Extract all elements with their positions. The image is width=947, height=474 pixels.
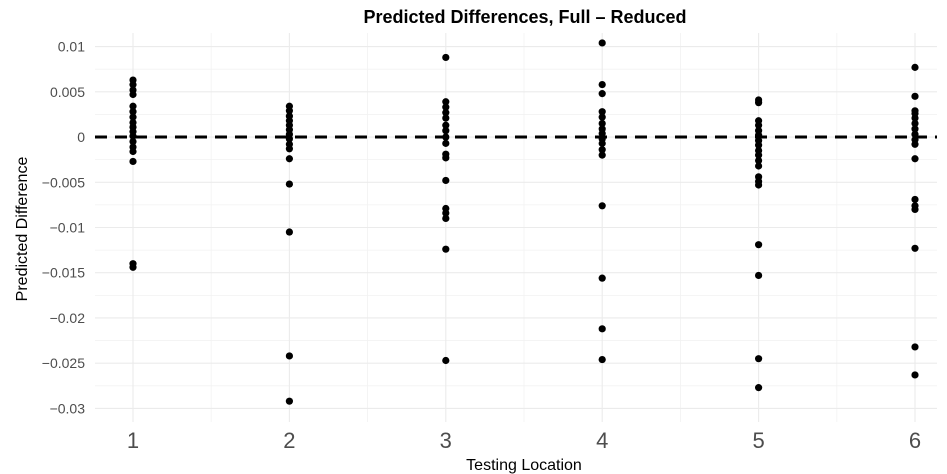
data-point xyxy=(442,109,450,117)
data-point xyxy=(442,98,450,106)
data-point xyxy=(129,132,137,140)
data-point xyxy=(755,121,763,129)
data-point xyxy=(911,155,919,163)
data-point xyxy=(755,271,763,280)
data-point xyxy=(129,108,137,116)
data-point xyxy=(755,181,763,189)
y-tick-label: 0.01 xyxy=(58,39,85,55)
data-point xyxy=(442,121,450,129)
data-point xyxy=(442,133,450,141)
data-point xyxy=(285,228,293,236)
data-point xyxy=(598,325,606,333)
data-point xyxy=(911,244,919,252)
x-axis-tick-labels: 1 2 3 4 5 6 xyxy=(127,428,921,453)
data-point xyxy=(598,39,606,47)
data-point xyxy=(911,140,919,148)
data-point xyxy=(285,107,293,115)
data-point xyxy=(285,180,293,188)
gridlines xyxy=(95,33,937,422)
data-point xyxy=(285,135,293,143)
x-tick-label: 5 xyxy=(752,428,764,453)
y-tick-label: −0.005 xyxy=(42,174,85,190)
data-point xyxy=(755,384,763,392)
data-point xyxy=(129,113,137,121)
x-axis-title: Testing Location xyxy=(466,457,582,474)
data-point xyxy=(129,80,137,89)
data-point xyxy=(598,274,606,282)
data-point xyxy=(442,214,450,223)
data-point xyxy=(442,139,450,147)
y-axis-title: Predicted Difference xyxy=(14,157,31,302)
data-point xyxy=(442,127,450,135)
data-point xyxy=(911,205,919,214)
y-axis-tick-labels: 0.01 0.005 0 −0.005 −0.01 −0.015 −0.02 −0.025 −0… xyxy=(42,39,85,417)
data-point xyxy=(598,113,606,121)
data-point xyxy=(755,241,763,249)
y-tick-label: −0.015 xyxy=(42,265,85,281)
data-point xyxy=(598,90,606,98)
data-point xyxy=(598,119,606,128)
data-point xyxy=(911,130,919,138)
data-point xyxy=(755,355,763,363)
y-tick-label: −0.01 xyxy=(50,220,86,236)
y-tick-label: −0.03 xyxy=(50,400,86,416)
chart-title: Predicted Differences, Full – Reduced xyxy=(363,7,686,27)
data-point xyxy=(755,156,763,165)
data-point xyxy=(598,139,606,147)
data-point xyxy=(442,154,450,162)
data-point xyxy=(442,53,450,62)
data-point xyxy=(755,151,763,159)
data-point xyxy=(911,125,919,133)
data-point xyxy=(911,63,919,71)
data-points xyxy=(129,39,919,405)
data-point xyxy=(129,102,137,110)
y-tick-label: 0 xyxy=(77,129,85,145)
data-point xyxy=(911,92,919,100)
y-tick-label: −0.025 xyxy=(42,355,85,371)
data-point xyxy=(442,114,450,122)
data-point xyxy=(442,176,450,185)
data-point xyxy=(755,131,763,139)
data-point xyxy=(598,355,606,364)
y-tick-label: 0.005 xyxy=(50,84,85,100)
data-point xyxy=(755,162,763,170)
data-point xyxy=(129,137,137,146)
data-point xyxy=(285,397,293,405)
x-tick-label: 4 xyxy=(596,428,608,453)
data-point xyxy=(755,99,763,107)
data-point xyxy=(129,157,137,166)
data-point xyxy=(911,114,919,122)
data-point xyxy=(129,90,137,99)
data-point xyxy=(598,146,606,154)
x-tick-label: 3 xyxy=(440,428,452,453)
data-point xyxy=(598,202,606,210)
data-point xyxy=(598,108,606,116)
data-point xyxy=(598,80,606,89)
data-point xyxy=(911,371,919,379)
data-point xyxy=(911,343,919,351)
data-point xyxy=(442,356,450,365)
data-point xyxy=(755,141,763,149)
data-point xyxy=(285,145,293,153)
data-point xyxy=(598,151,606,159)
y-tick-label: −0.02 xyxy=(50,310,86,326)
data-point xyxy=(285,155,293,163)
data-point xyxy=(598,129,606,138)
data-point xyxy=(911,119,919,128)
data-point xyxy=(129,263,137,271)
x-tick-label: 1 xyxy=(127,428,139,453)
data-point xyxy=(285,352,293,360)
data-point xyxy=(911,195,919,204)
x-tick-label: 2 xyxy=(283,428,295,453)
data-point xyxy=(129,147,137,156)
data-point xyxy=(442,103,450,111)
data-point xyxy=(442,245,450,253)
x-tick-label: 6 xyxy=(909,428,921,453)
data-point xyxy=(442,209,450,217)
